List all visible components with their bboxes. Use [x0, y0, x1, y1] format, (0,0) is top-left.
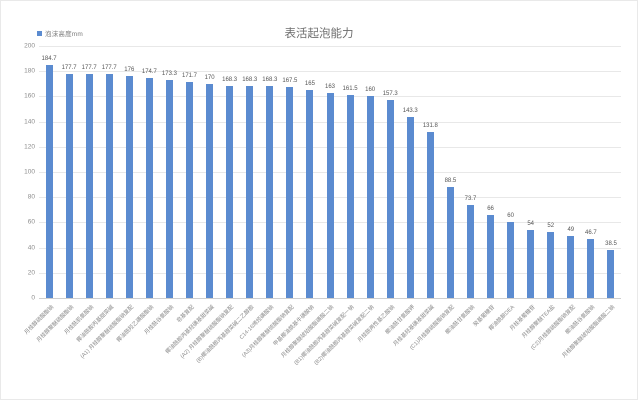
bar — [145, 77, 153, 298]
bar-value-label: 46.7 — [585, 230, 597, 237]
bar — [266, 85, 274, 298]
bar — [85, 74, 93, 298]
y-axis-tick-label: 40 — [27, 244, 35, 252]
bar-value-label: 173.3 — [161, 70, 177, 77]
bar-value-label: 165 — [304, 81, 315, 88]
legend-item[interactable]: 泡沫高度mm — [37, 28, 83, 38]
plot-area: 0 20 40 60 80 100 120 140 160 180 200 184.7 177.7 177… — [24, 43, 621, 302]
bar — [306, 90, 314, 298]
bar — [45, 65, 53, 298]
bar — [186, 81, 194, 298]
bar-value-label: 168.3 — [262, 76, 278, 83]
bar-value-label: 60 — [507, 213, 514, 220]
bar — [607, 249, 615, 298]
bar-value-label: 161.5 — [342, 85, 358, 92]
bar — [246, 85, 254, 298]
bar — [466, 205, 474, 298]
y-axis-tick-label: 20 — [27, 269, 35, 277]
gridline: 0 — [31, 295, 621, 302]
y-axis-tick-label: 140 — [24, 118, 35, 126]
bar-value-label: 73.7 — [464, 196, 477, 203]
bar-value-label: 52 — [547, 223, 555, 230]
chart-title: 表活起泡能力 — [284, 28, 354, 40]
gridline: 200 — [24, 43, 621, 50]
bar-value-label: 49 — [567, 227, 575, 234]
bar-value-label: 168.3 — [222, 76, 238, 83]
bar — [326, 92, 334, 298]
bar — [125, 76, 133, 298]
y-axis-tick-label: 200 — [24, 42, 35, 50]
bar-value-label: 177.7 — [81, 65, 97, 72]
legend-swatch-icon — [37, 30, 42, 36]
bar — [346, 94, 354, 298]
x-axis-labels: 月桂醇硫酸酯钠 月桂醇聚醚硫酸酯钠 月桂酰肌氨酸钠 椰油酰胺丙基甜菜碱 (A1) 月桂醇… — [23, 300, 621, 395]
gridline: 180 — [24, 68, 621, 75]
bar-value-label: 143.3 — [402, 108, 418, 115]
y-axis-tick-label: 160 — [24, 92, 35, 100]
bar — [366, 96, 374, 298]
bar — [165, 79, 173, 298]
bar — [286, 86, 294, 298]
bar-value-label: 176 — [124, 67, 135, 74]
bar-value-label: 66 — [487, 205, 494, 212]
bar — [426, 131, 434, 298]
y-axis-tick-label: 180 — [24, 67, 35, 75]
bar — [507, 222, 515, 298]
y-axis-tick-label: 120 — [24, 143, 35, 151]
bar — [65, 74, 73, 298]
bar-value-label: 177.7 — [61, 65, 77, 72]
bar-value-label: 174.7 — [141, 68, 157, 75]
y-axis-tick-label: 0 — [31, 294, 35, 302]
bar — [487, 214, 495, 298]
bar-value-label: 170 — [204, 74, 215, 81]
bar — [105, 74, 113, 298]
bar-value-label: 167.5 — [282, 77, 298, 84]
y-axis-tick-label: 60 — [27, 218, 35, 226]
bar — [206, 83, 214, 298]
bar — [547, 232, 555, 298]
bar-value-label: 168.3 — [242, 76, 258, 83]
bar — [527, 229, 535, 298]
bar — [386, 99, 394, 298]
bar-value-label: 163 — [324, 83, 336, 90]
bar-value-label: 88.5 — [444, 177, 457, 184]
bar — [446, 186, 454, 298]
bar — [587, 239, 595, 298]
bar — [406, 117, 414, 298]
bar-value-label: 177.7 — [101, 65, 117, 72]
bar-value-label: 184.7 — [41, 56, 57, 63]
legend-label: 泡沫高度mm — [45, 31, 84, 38]
y-axis-tick-label: 80 — [27, 193, 35, 201]
bar-value-label: 131.8 — [422, 122, 438, 129]
bar-value-label: 157.3 — [382, 90, 398, 97]
bar-value-label: 54 — [527, 220, 535, 227]
bar-value-label: 160 — [365, 87, 376, 94]
bar — [567, 236, 575, 298]
bar-value-label: 171.7 — [182, 72, 198, 79]
bar-value-label: 38.5 — [605, 240, 617, 247]
bar — [226, 85, 234, 298]
y-axis-tick-label: 100 — [24, 168, 35, 176]
